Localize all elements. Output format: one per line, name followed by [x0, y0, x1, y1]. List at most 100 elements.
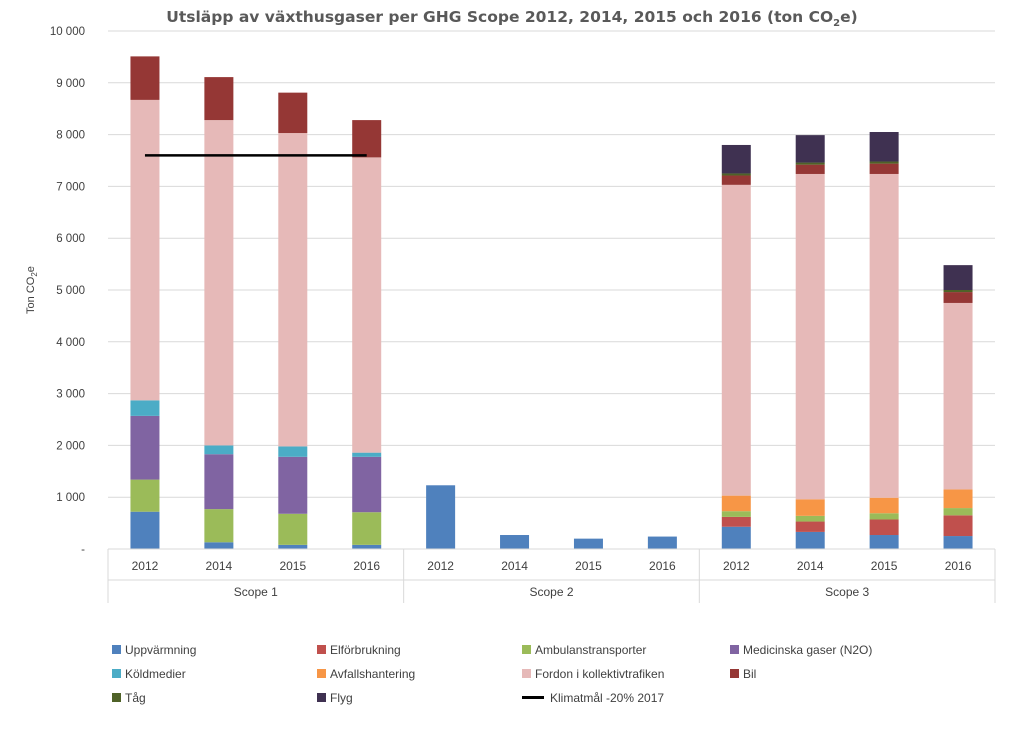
y-tick-label: 3 000: [56, 389, 85, 401]
bar-segment: [721, 175, 751, 185]
bar-segment: [352, 456, 382, 513]
legend-item: Avfallshantering: [317, 666, 415, 681]
bar-segment: [721, 516, 751, 527]
bar-segment: [721, 144, 751, 174]
bar-segment: [869, 497, 899, 514]
bar-segment: [647, 536, 677, 549]
legend-label: Köldmedier: [125, 666, 186, 681]
x-tick-label: 2015: [871, 559, 898, 573]
bar-segment: [795, 521, 825, 532]
legend-item: Elförbrukning: [317, 642, 401, 657]
x-tick-label: 2014: [501, 559, 528, 573]
y-tick-label: 6 000: [56, 233, 85, 245]
legend-swatch: [317, 669, 326, 679]
bar-segment: [869, 513, 899, 520]
bar-segment: [943, 265, 973, 290]
y-tick-label: 4 000: [56, 337, 85, 349]
legend-label: Klimatmål -20% 2017: [550, 690, 665, 705]
legend-label: Medicinska gaser (N2O): [743, 642, 873, 657]
bar-segment: [130, 400, 160, 416]
bar-segment: [869, 161, 899, 164]
legend-item: Klimatmål -20% 2017: [522, 690, 664, 705]
x-tick-label: 2012: [132, 559, 159, 573]
bar-segment: [795, 173, 825, 500]
legend-item: Ambulanstransporter: [522, 642, 646, 657]
legend-swatch: [112, 645, 121, 655]
bar-segment: [130, 415, 160, 480]
bar-segment: [130, 511, 160, 549]
bar-segment: [426, 485, 456, 549]
legend-swatch: [317, 645, 326, 655]
chart-title-subscript: 2: [833, 18, 841, 30]
bar-segment: [943, 290, 973, 293]
bar-segment: [943, 292, 973, 303]
bar-segment: [204, 445, 234, 455]
bar-segment: [204, 77, 234, 121]
bar-segment: [352, 544, 382, 549]
bar-segment: [869, 163, 899, 174]
y-tick-label: -: [81, 544, 85, 556]
legend-swatch: [522, 669, 531, 679]
chart-plot: - 1 000 2 000 3 000 4 000 5 000 6 000 7 000 8 00…: [25, 26, 996, 603]
bar-segment: [278, 133, 308, 447]
bar-segment: [795, 164, 825, 174]
x-tick-label: 2012: [723, 559, 750, 573]
bar-segment: [352, 452, 382, 457]
bar-segment: [869, 173, 899, 498]
legend-swatch: [112, 669, 121, 679]
group-label: Scope 3: [825, 585, 869, 599]
x-tick-label: 2016: [649, 559, 676, 573]
legend-item: Tåg: [112, 690, 146, 705]
bar-segment: [869, 519, 899, 536]
y-tick-label: 10 000: [50, 26, 85, 38]
legend-item: Medicinska gaser (N2O): [730, 642, 872, 657]
chart-title: Utsläpp av växthusgaser per GHG Scope 20…: [0, 8, 1024, 29]
bar-segment: [795, 499, 825, 516]
x-tick-label: 2014: [206, 559, 233, 573]
bar-segment: [721, 495, 751, 512]
x-tick-label: 2012: [427, 559, 454, 573]
bar-segment: [721, 526, 751, 549]
x-tick-label: 2016: [945, 559, 972, 573]
y-axis-label-main: Ton CO: [25, 276, 37, 314]
bar-segment: [352, 157, 382, 453]
legend-label: Ambulanstransporter: [535, 642, 647, 657]
bar-segment: [352, 512, 382, 545]
bar-segment: [943, 515, 973, 537]
bar-segment: [130, 99, 160, 401]
bar-segment: [943, 536, 973, 549]
legend-label: Bil: [743, 666, 757, 681]
legend-swatch: [112, 693, 121, 703]
legend-label: Uppvärmning: [125, 642, 197, 657]
y-axis-label-end: e: [25, 266, 37, 272]
bar-segment: [795, 135, 825, 163]
bar-segment: [943, 489, 973, 509]
bar-segment: [278, 513, 308, 545]
bar-segment: [204, 454, 234, 510]
y-axis-label-sub: 2: [30, 272, 39, 277]
bar-segment: [721, 173, 751, 176]
x-tick-label: 2015: [575, 559, 602, 573]
legend-swatch: [522, 645, 531, 655]
legend-item: Köldmedier: [112, 666, 186, 681]
bar-segment: [573, 538, 603, 549]
bar-segment: [278, 456, 308, 514]
bar-segment: [204, 120, 234, 446]
legend-label: Tåg: [125, 690, 146, 705]
legend-label: Fordon i kollektivtrafiken: [535, 666, 665, 681]
y-axis-label: Ton CO2e: [25, 266, 39, 314]
bar-segment: [130, 56, 160, 100]
x-tick-label: 2015: [279, 559, 306, 573]
bar-segment: [795, 162, 825, 165]
bar-segment: [795, 531, 825, 549]
bar-segment: [500, 535, 530, 549]
bar-segment: [721, 184, 751, 496]
x-tick-label: 2014: [797, 559, 824, 573]
legend-item: Flyg: [317, 690, 353, 705]
legend-label: Avfallshantering: [330, 666, 416, 681]
bar-segment: [869, 535, 899, 549]
bar-segment: [204, 542, 234, 549]
bar-segment: [278, 446, 308, 457]
legend-swatch: [730, 669, 739, 679]
legend-item: Fordon i kollektivtrafiken: [522, 666, 664, 681]
